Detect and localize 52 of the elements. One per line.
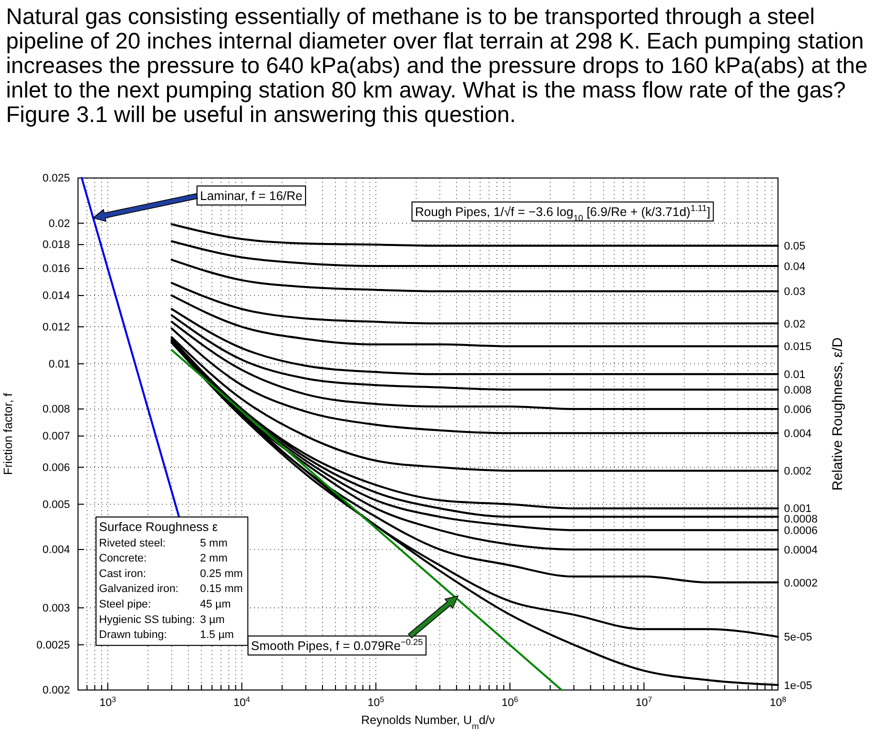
y-tick-label: 0.004 [42,544,70,556]
y-tick-label: 0.025 [42,172,70,185]
series-label: 0.05 [784,240,806,253]
y-tick-label: 0.007 [42,430,70,443]
y-tick-label: 0.014 [42,290,70,302]
y-tick-label: 0.018 [42,239,70,252]
x-tick-label: 10$^{3}$ [99,694,116,709]
series-label: 0.0006 [784,525,818,538]
y2-axis-title: Relative Roughness, ε/D [829,337,845,491]
series-label: 5e-05 [784,632,812,644]
x-tick-label: 10$^{7}$ [636,694,652,709]
y-tick-label: 0.003 [42,602,70,614]
series-label: 1e-05 [784,680,812,692]
annotation: Smooth Pipes, f = 0.079Re$^{−0.25}$ [251,637,424,653]
x-tick-label: 10$^{5}$ [368,694,384,709]
y-tick-label: 0.0025 [36,639,70,652]
y-tick-label: 0.008 [42,404,70,416]
series-label: 0.01 [784,368,806,381]
text: Galvanized iron: 0.15 mm [99,583,243,596]
x-tick-label: 10$^{6}$ [502,694,518,709]
series-label: 0.0002 [784,577,818,590]
chart-title: Natural gas consisting essentially of methane is to be transported through a steel pipeline of 20 inches internal diameter over flat terrain at 298 K. Each pumping station increases the pressure to 640 kPa(abs) and the pressure drops to 160 kPa(abs) at the inlet to the next pumping station 80 km away. What is the mass flow rate of the gas? Figure 3.1 will be useful in answering this question. [6,4,868,127]
text: Steel pipe: 45 µm [99,598,231,610]
series-label: 0.008 [784,384,812,397]
annotation: Laminar, f = 16/Re [200,189,303,203]
y-axis-title: Friction factor, f [1,392,15,476]
text: Concrete: 2 mm [99,552,228,565]
text: Drawn tubing: 1.5 µm [99,629,234,642]
y-tick-label: 0.02 [48,218,70,230]
series-label: 0.015 [784,341,812,354]
y-tick-label: 0.012 [42,321,70,334]
series-label: 0.001 [784,503,812,516]
y-tick-label: 0.016 [42,262,70,275]
y-tick-label: 0.002 [42,684,70,697]
x-axis-title: Reynolds Number, U$_{m}$d/ν [361,713,495,731]
text: Cast iron: 0.25 mm [99,568,243,580]
series-label: 0.02 [784,318,806,330]
series-label: 0.03 [784,286,806,298]
series-label: 0.006 [784,404,812,416]
annotation: Hygienic SS tubing: 3 µm [99,614,225,626]
series-label: 0.004 [784,428,812,440]
x-tick-label: 10$^{4}$ [234,694,251,709]
series-label: 0.0004 [784,544,818,556]
text: Riveted steel: 5 mm [99,537,228,550]
series-label: 0.04 [784,260,806,273]
y-tick-label: 0.006 [42,462,70,474]
y-tick-label: 0.005 [42,498,70,511]
y-tick-label: 0.01 [48,358,70,370]
series-label: 0.002 [784,466,812,478]
series-label: 0.0008 [784,514,818,526]
annotation: Surface Roughness ε [99,520,218,534]
x-tick-label: 10$^{8}$ [770,694,786,709]
